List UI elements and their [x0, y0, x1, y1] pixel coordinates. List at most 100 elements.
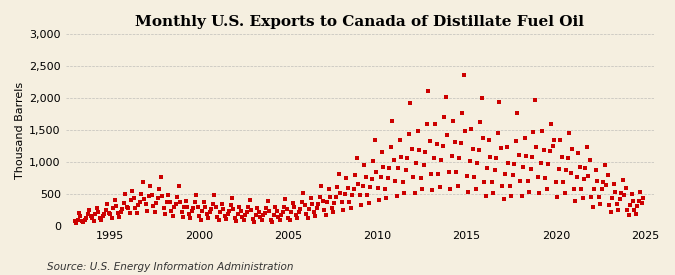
- Point: [562, 156, 573, 161]
- Point: [515, 179, 526, 183]
- Point: [598, 180, 609, 184]
- Point: [288, 201, 298, 205]
- Point: [435, 185, 446, 189]
- Point: [460, 129, 470, 134]
- Point: [503, 161, 514, 165]
- Point: [352, 156, 362, 160]
- Point: [367, 177, 377, 181]
- Point: [576, 186, 587, 191]
- Point: [164, 199, 175, 204]
- Point: [128, 196, 139, 200]
- Point: [332, 185, 343, 189]
- Point: [133, 203, 144, 208]
- Point: [555, 138, 566, 142]
- Point: [506, 194, 516, 198]
- Point: [113, 215, 124, 219]
- Point: [400, 168, 411, 172]
- Point: [302, 216, 313, 221]
- Point: [253, 209, 264, 214]
- Point: [304, 207, 315, 211]
- Point: [619, 193, 630, 198]
- Point: [243, 205, 254, 209]
- Point: [448, 119, 459, 123]
- Point: [207, 201, 218, 206]
- Point: [568, 187, 579, 191]
- Point: [429, 156, 439, 160]
- Point: [153, 196, 163, 201]
- Point: [197, 208, 208, 213]
- Point: [547, 144, 558, 148]
- Point: [340, 192, 350, 196]
- Point: [409, 191, 420, 195]
- Point: [216, 202, 227, 206]
- Point: [430, 122, 441, 127]
- Point: [95, 215, 105, 220]
- Point: [347, 193, 358, 197]
- Point: [550, 180, 561, 184]
- Point: [364, 185, 375, 189]
- Point: [622, 208, 632, 212]
- Point: [90, 212, 101, 217]
- Point: [123, 206, 134, 210]
- Point: [283, 215, 294, 220]
- Point: [305, 196, 316, 200]
- Point: [127, 189, 138, 193]
- Point: [115, 210, 126, 214]
- Point: [456, 141, 466, 145]
- Point: [333, 171, 344, 176]
- Point: [248, 217, 259, 221]
- Point: [623, 213, 634, 217]
- Point: [219, 214, 230, 218]
- Point: [533, 175, 543, 179]
- Point: [143, 194, 154, 198]
- Point: [595, 202, 605, 207]
- Point: [549, 138, 560, 142]
- Point: [531, 145, 542, 149]
- Point: [495, 146, 506, 150]
- Point: [491, 156, 502, 160]
- Point: [117, 207, 128, 211]
- Point: [540, 175, 551, 180]
- Point: [556, 155, 567, 160]
- Point: [405, 100, 416, 105]
- Point: [119, 192, 130, 196]
- Point: [381, 196, 392, 200]
- Point: [597, 187, 608, 192]
- Point: [436, 158, 447, 162]
- Point: [180, 199, 191, 203]
- Point: [552, 194, 563, 199]
- Point: [320, 213, 331, 217]
- Point: [561, 168, 572, 172]
- Point: [632, 203, 643, 208]
- Point: [237, 215, 248, 219]
- Point: [504, 184, 515, 188]
- Point: [222, 211, 233, 216]
- Point: [78, 220, 89, 224]
- Point: [371, 170, 381, 174]
- Point: [369, 138, 380, 142]
- Point: [72, 217, 83, 222]
- Point: [102, 202, 113, 206]
- Point: [520, 153, 531, 158]
- Point: [285, 218, 296, 223]
- Point: [101, 208, 111, 212]
- Point: [234, 205, 245, 209]
- Point: [200, 205, 211, 209]
- Point: [240, 213, 250, 217]
- Point: [132, 211, 142, 215]
- Point: [69, 219, 80, 223]
- Point: [545, 149, 556, 153]
- Point: [75, 214, 86, 219]
- Point: [510, 139, 521, 144]
- Point: [418, 163, 429, 167]
- Point: [472, 161, 483, 165]
- Point: [578, 176, 589, 181]
- Point: [173, 184, 184, 188]
- Point: [626, 192, 637, 197]
- Point: [585, 158, 595, 163]
- Point: [108, 206, 119, 210]
- Point: [151, 201, 161, 205]
- Point: [572, 151, 583, 155]
- Point: [88, 219, 99, 223]
- Point: [171, 194, 182, 199]
